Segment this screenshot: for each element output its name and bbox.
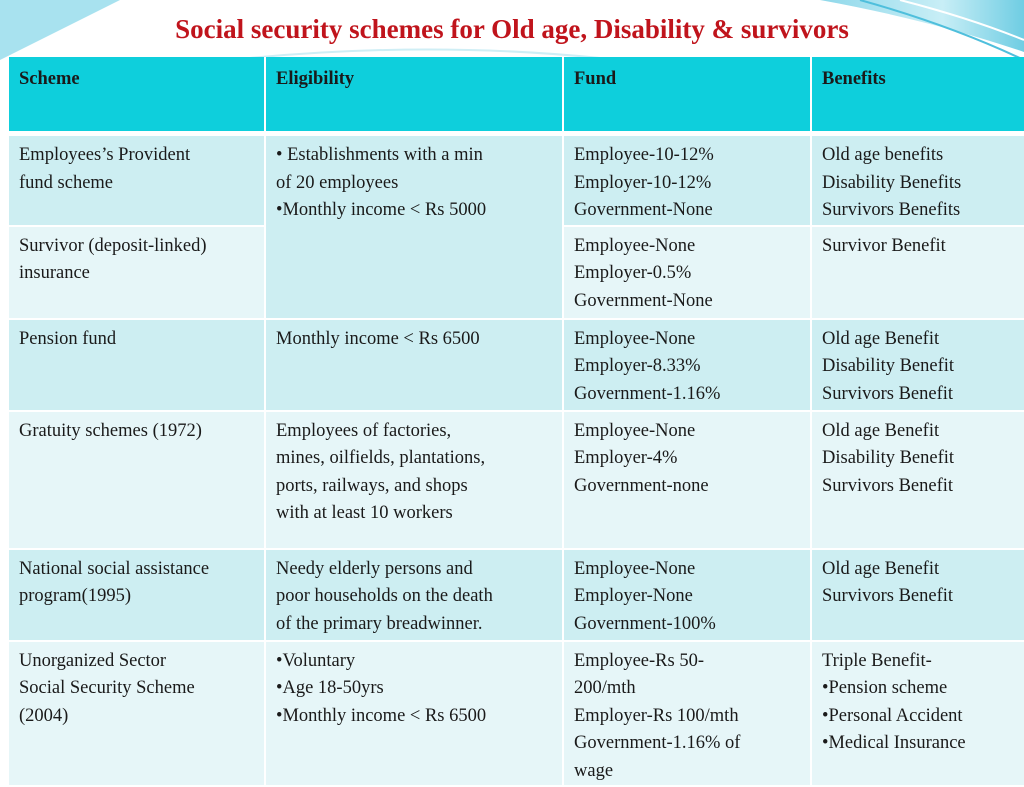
cell-line: Pension fund	[19, 328, 117, 349]
table-row: Unorganized Sector Social Security Schem…	[9, 640, 1024, 787]
cell-line: •Voluntary	[276, 650, 356, 671]
column-header-fund: Fund	[563, 57, 812, 136]
cell-eligibility: Employees of factories, mines, oilfields…	[265, 410, 564, 550]
table-row: Survivor (deposit-linked) insurance Empl…	[9, 225, 1024, 320]
cell-eligibility: •Voluntary •Age 18-50yrs •Monthly income…	[265, 640, 564, 787]
cell-line: Unorganized Sector	[19, 650, 167, 671]
cell-line: Survivor (deposit-linked)	[19, 235, 207, 256]
cell-line: •Pension scheme	[822, 678, 948, 698]
cell-eligibility: Monthly income < Rs 6500	[265, 318, 564, 412]
cell-line: •Monthly income < Rs 5000	[276, 200, 487, 220]
cell-fund: Employee-None Employer-None Government-1…	[563, 548, 812, 642]
cell-line: Survivors Benefit	[822, 586, 954, 606]
cell-benefits: Old age Benefit Disability Benefit Survi…	[811, 410, 1024, 550]
cell-line: Needy elderly persons and	[276, 558, 473, 579]
cell-line: Employer-0.5%	[574, 263, 692, 283]
cell-line: Survivor Benefit	[822, 235, 946, 256]
table-row: Gratuity schemes (1972) Employees of fac…	[9, 410, 1024, 550]
cell-line: program(1995)	[19, 586, 131, 606]
cell-line: Disability Benefit	[822, 356, 955, 376]
cell-line: Employer-4%	[574, 448, 678, 468]
cell-line: of 20 employees	[276, 172, 399, 193]
cell-line: Employee-10-12%	[574, 145, 714, 165]
cell-fund: Employee-None Employer-4% Government-non…	[563, 410, 812, 550]
cell-scheme: Employees’s Provident fund scheme	[9, 133, 266, 227]
decorative-swoosh	[0, 0, 1024, 61]
cell-fund: Employee-10-12% Employer-10-12% Governme…	[563, 133, 812, 227]
cell-line: Government-None	[574, 200, 713, 220]
cell-line: fund scheme	[19, 172, 114, 193]
cell-line: Survivors Benefit	[822, 383, 954, 404]
cell-line: Employee-None	[574, 420, 696, 441]
cell-line: Employer-10-12%	[574, 172, 712, 193]
cell-line: Government-1.16% of	[574, 733, 741, 753]
cell-line: Survivors Benefits	[822, 200, 961, 220]
cell-scheme: Pension fund	[9, 318, 266, 412]
schemes-table: Scheme Eligibility Fund Benefits Employe…	[9, 57, 1024, 787]
cell-line: 200/mth	[574, 678, 636, 698]
cell-line: Old age Benefit	[822, 558, 940, 579]
cell-line: with at least 10 workers	[276, 503, 453, 523]
cell-line: •Personal Accident	[822, 705, 963, 726]
column-header-scheme: Scheme	[9, 57, 266, 136]
column-header-eligibility: Eligibility	[265, 57, 564, 136]
cell-line: Old age benefits	[822, 145, 944, 165]
cell-line: Employer-Rs 100/mth	[574, 705, 739, 726]
table-header-row: Scheme Eligibility Fund Benefits	[9, 57, 1024, 136]
cell-benefits: Survivor Benefit	[811, 225, 1024, 320]
cell-line: wage	[574, 760, 614, 781]
cell-line: •Age 18-50yrs	[276, 678, 384, 698]
cell-line: National social assistance	[19, 558, 210, 579]
cell-line: Monthly income < Rs 6500	[276, 328, 480, 349]
cell-line: Employees’s Provident	[19, 145, 191, 165]
page-title: Social security schemes for Old age, Dis…	[175, 14, 849, 44]
cell-line: Government-none	[574, 475, 709, 496]
cell-scheme: Unorganized Sector Social Security Schem…	[9, 640, 266, 787]
cell-eligibility: • Establishments with a min of 20 employ…	[265, 133, 564, 320]
cell-fund: Employee-None Employer-8.33% Government-…	[563, 318, 812, 412]
cell-line: Survivors Benefit	[822, 475, 954, 496]
cell-line: poor households on the death	[276, 586, 493, 606]
cell-line: Government-None	[574, 290, 713, 311]
cell-line: Disability Benefits	[822, 172, 962, 193]
cell-benefits: Triple Benefit- •Pension scheme •Persona…	[811, 640, 1024, 787]
cell-line: Old age Benefit	[822, 420, 940, 441]
cell-line: Triple Benefit-	[822, 650, 932, 671]
cell-line: •Medical Insurance	[822, 733, 966, 753]
cell-scheme: National social assistance program(1995)	[9, 548, 266, 642]
cell-scheme: Gratuity schemes (1972)	[9, 410, 266, 550]
cell-line: Government-1.16%	[574, 383, 721, 404]
cell-line: ports, railways, and shops	[276, 475, 468, 496]
cell-scheme: Survivor (deposit-linked) insurance	[9, 225, 266, 320]
cell-line: mines, oilfields, plantations,	[276, 448, 486, 468]
cell-line: Employee-Rs 50-	[574, 650, 704, 671]
cell-line: Employee-None	[574, 558, 696, 579]
cell-line: Social Security Scheme	[19, 678, 195, 698]
table-row: Pension fund Monthly income < Rs 6500 Em…	[9, 318, 1024, 412]
cell-benefits: Old age Benefit Disability Benefit Survi…	[811, 318, 1024, 412]
cell-line: Government-100%	[574, 613, 716, 634]
cell-fund: Employee-Rs 50- 200/mth Employer-Rs 100/…	[563, 640, 812, 787]
cell-eligibility: Needy elderly persons and poor household…	[265, 548, 564, 642]
table-row: Employees’s Provident fund scheme • Esta…	[9, 133, 1024, 320]
cell-line: •Monthly income < Rs 6500	[276, 705, 487, 726]
cell-line: (2004)	[19, 705, 69, 726]
cell-line: Employer-8.33%	[574, 356, 701, 376]
cell-line: Gratuity schemes (1972)	[19, 420, 202, 441]
cell-line: Employer-None	[574, 586, 693, 606]
table-row: National social assistance program(1995)…	[9, 548, 1024, 642]
cell-line: Employee-None	[574, 328, 696, 349]
cell-benefits: Old age Benefit Survivors Benefit	[811, 548, 1024, 642]
cell-line: of the primary breadwinner.	[276, 613, 483, 634]
cell-line: Old age Benefit	[822, 328, 940, 349]
cell-line: insurance	[19, 263, 90, 283]
cell-line: Disability Benefit	[822, 448, 955, 468]
cell-line: Employees of factories,	[276, 420, 452, 441]
cell-fund: Employee-None Employer-0.5% Government-N…	[563, 225, 812, 320]
cell-line: • Establishments with a min	[276, 145, 483, 165]
column-header-benefits: Benefits	[811, 57, 1024, 136]
cell-line: Employee-None	[574, 235, 696, 256]
cell-benefits: Old age benefits Disability Benefits Sur…	[811, 133, 1024, 227]
